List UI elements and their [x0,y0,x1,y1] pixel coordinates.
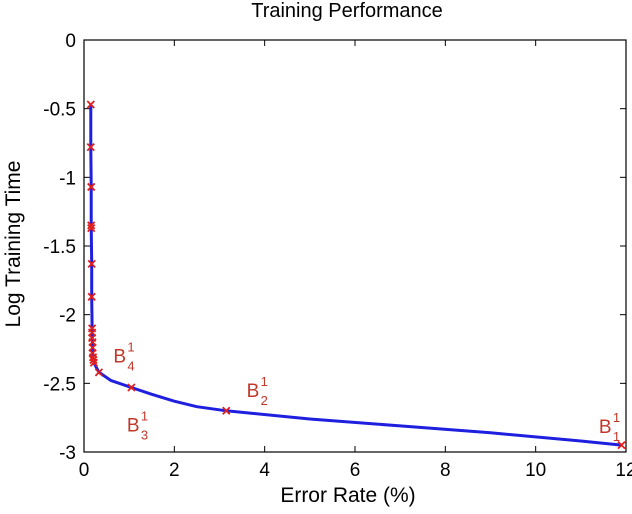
y-tick-label: -0.5 [43,100,76,121]
x-tick-label: 4 [259,460,270,481]
x-axis-label: Error Rate (%) [280,484,415,507]
data-point-marker [86,100,95,109]
y-tick-label: -2 [59,306,76,327]
annotation-superscript: 1 [127,340,134,355]
x-tick-label: 10 [525,460,546,481]
annotation-label: B [599,417,612,438]
data-point-marker [87,259,96,268]
y-tick-label: -3 [59,443,76,464]
series-line [89,104,622,447]
plot-frame [83,39,627,453]
annotation-subscript: 3 [141,427,148,442]
data-point-marker [89,355,98,365]
annotation-superscript: 1 [141,408,148,423]
data-point-marker [617,440,626,450]
x-tick-label: 12 [615,460,632,481]
data-point-marker [87,221,96,230]
x-tick-label: 0 [79,460,90,481]
annotation-label: B [113,347,126,368]
y-tick-label: -1 [59,168,76,189]
x-tick-label: 2 [169,460,180,481]
y-tick-label: -1.5 [43,237,76,258]
annotation-subscript: 2 [261,393,268,408]
data-point-marker [86,142,95,152]
data-point-marker [87,224,96,233]
data-point-marker [127,383,136,392]
annotation-label: B [127,415,140,436]
annotation-label: B [247,381,260,402]
annotation-subscript: 4 [127,359,134,374]
data-point-marker [222,406,231,415]
chart-title: Training Performance [251,0,443,22]
x-tick-label: 6 [350,460,361,481]
data-point-marker [94,368,104,377]
annotation-superscript: 1 [613,410,620,425]
x-tick-label: 8 [440,460,451,481]
y-axis-label: Log Training Time [2,161,25,328]
plot-area: 0 2 4 6 8 10 120-0.5-1-1.5-2-2.5-3B 14B 12B 13 B 11 [43,31,632,481]
data-point-marker [87,182,96,192]
y-tick-label: -2.5 [43,374,76,395]
data-point-marker [89,358,99,367]
annotation-superscript: 1 [261,374,268,389]
y-tick-label: 0 [65,31,76,52]
annotation-subscript: 1 [613,429,620,444]
data-point-marker [87,292,96,301]
